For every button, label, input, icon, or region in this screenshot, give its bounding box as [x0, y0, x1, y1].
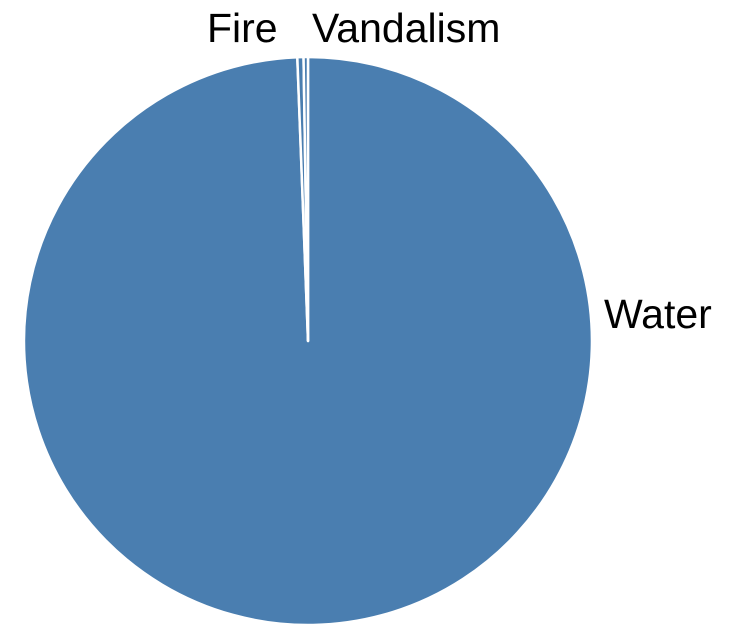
slice-label-water: Water	[604, 291, 712, 337]
pie-slices	[22, 55, 594, 624]
slice-label-vandalism: Vandalism	[312, 5, 500, 51]
slice-label-fire: Fire	[207, 5, 278, 51]
pie-slice-vandalism	[302, 55, 310, 343]
